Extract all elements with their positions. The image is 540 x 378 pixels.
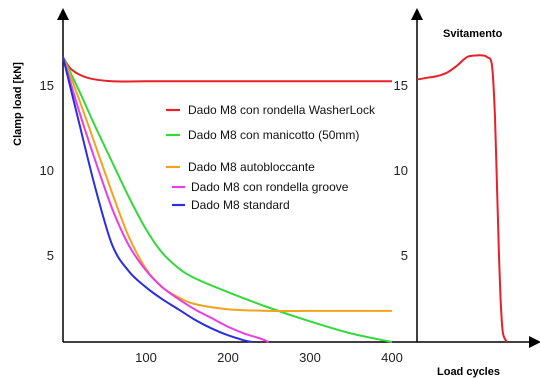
inset-y-tick-label: 15 bbox=[394, 78, 408, 93]
legend-label: Dado M8 con rondella groove bbox=[191, 180, 349, 194]
series-lines bbox=[62, 54, 508, 343]
x-tick-label: 300 bbox=[299, 350, 321, 365]
x-tick-label: 200 bbox=[217, 350, 239, 365]
legend-label: Dado M8 autobloccante bbox=[188, 160, 315, 174]
inset-title: Svitamento bbox=[443, 28, 503, 40]
series-line-groove bbox=[62, 56, 270, 343]
legend-label: Dado M8 con manicotto (50mm) bbox=[188, 128, 359, 142]
x-axis-label: Load cycles bbox=[437, 366, 500, 378]
y-tick-label: 10 bbox=[40, 163, 54, 178]
x-tick-label: 400 bbox=[381, 350, 403, 365]
series-line-standard bbox=[62, 56, 253, 343]
legend-label: Dado M8 con rondella WasherLock bbox=[188, 103, 376, 117]
y-axis-label: Clamp load [kN] bbox=[12, 62, 24, 146]
legend: Dado M8 con rondella WasherLock Dado M8 … bbox=[166, 103, 376, 212]
inset-y-tick-label: 10 bbox=[394, 163, 408, 178]
series-line-manicotto bbox=[62, 56, 393, 343]
series-line-svitamento bbox=[416, 54, 508, 343]
y-tick-label: 15 bbox=[40, 78, 54, 93]
series-line-washerlock bbox=[62, 56, 392, 83]
inset-y-tick-label: 5 bbox=[401, 248, 408, 263]
x-tick-label: 100 bbox=[135, 350, 157, 365]
y-tick-label: 5 bbox=[47, 248, 54, 263]
legend-label: Dado M8 standard bbox=[191, 198, 290, 212]
